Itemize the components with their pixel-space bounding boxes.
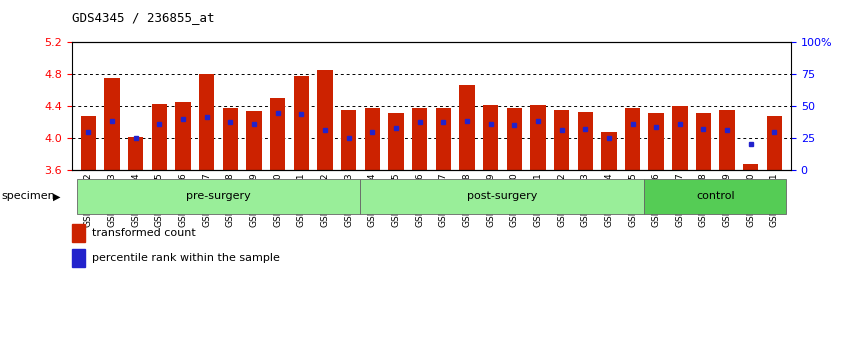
Bar [72, 249, 85, 267]
Bar [719, 110, 735, 170]
Bar [317, 70, 332, 170]
Bar [672, 106, 688, 170]
Bar [554, 110, 569, 170]
Bar [436, 108, 451, 170]
Bar [530, 105, 546, 170]
Bar [360, 179, 645, 214]
Bar [388, 113, 404, 170]
Text: pre-surgery: pre-surgery [186, 191, 251, 201]
Bar [199, 74, 214, 170]
Text: ▶: ▶ [53, 192, 61, 201]
Bar [483, 105, 498, 170]
Bar [743, 164, 759, 170]
Bar [649, 113, 664, 170]
Bar [412, 108, 427, 170]
Bar [695, 113, 711, 170]
Bar [151, 104, 168, 170]
Text: post-surgery: post-surgery [467, 191, 537, 201]
Bar [341, 110, 356, 170]
Bar [72, 224, 85, 242]
Bar [222, 108, 238, 170]
Bar [104, 78, 120, 170]
Bar [766, 116, 783, 170]
Text: GDS4345 / 236855_at: GDS4345 / 236855_at [72, 11, 214, 24]
Bar [77, 179, 360, 214]
Bar [625, 108, 640, 170]
Bar [645, 179, 786, 214]
Bar [294, 76, 309, 170]
Bar [365, 108, 380, 170]
Text: control: control [696, 191, 734, 201]
Text: specimen: specimen [2, 192, 56, 201]
Text: percentile rank within the sample: percentile rank within the sample [92, 253, 280, 263]
Bar [602, 132, 617, 170]
Bar [128, 137, 144, 170]
Bar [578, 112, 593, 170]
Bar [246, 111, 261, 170]
Bar [270, 98, 285, 170]
Bar [459, 85, 475, 170]
Bar [80, 116, 96, 170]
Text: transformed count: transformed count [92, 228, 195, 238]
Bar [175, 102, 191, 170]
Bar [507, 108, 522, 170]
